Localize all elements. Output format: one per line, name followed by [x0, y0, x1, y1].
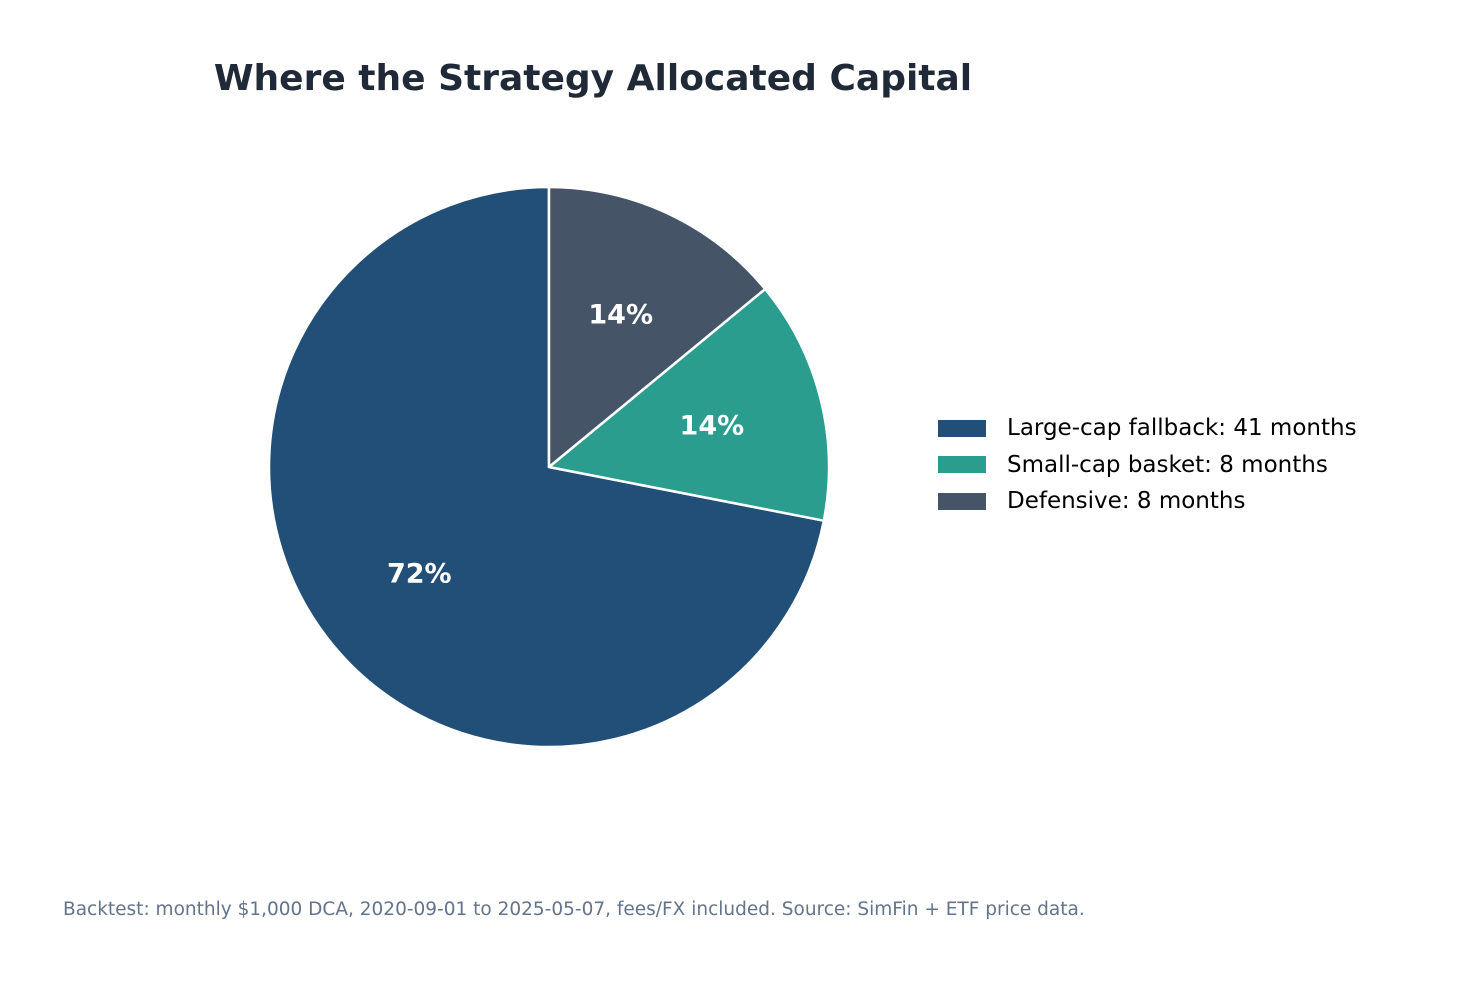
pie-slice-1: [547, 287, 831, 522]
chart-title: Where the Strategy Allocated Capital: [213, 58, 973, 99]
pie-slice-2: [547, 185, 767, 469]
legend-label: Small-cap basket: 8 months: [1007, 451, 1328, 478]
pie-slices: [267, 185, 831, 749]
pie-slice-0: [267, 185, 826, 749]
legend-label: Defensive: 8 months: [1007, 488, 1246, 515]
legend: Large-cap fallback: 41 months Small-cap b…: [938, 410, 1357, 520]
slice-percent-label: 14%: [680, 410, 745, 441]
slice-percent-label: 72%: [387, 558, 452, 589]
legend-swatch: [938, 419, 986, 437]
legend-item: Defensive: 8 months: [938, 483, 1357, 520]
legend-swatch: [938, 456, 986, 474]
legend-item: Large-cap fallback: 41 months: [938, 410, 1357, 447]
legend-swatch: [938, 492, 986, 510]
footnote: Backtest: monthly $1,000 DCA, 2020-09-01…: [63, 899, 1085, 920]
pie-slice-labels: 72% 14% 14%: [387, 300, 744, 590]
legend-label: Large-cap fallback: 41 months: [1007, 415, 1357, 442]
legend-item: Small-cap basket: 8 months: [938, 447, 1357, 484]
slice-percent-label: 14%: [588, 300, 653, 331]
